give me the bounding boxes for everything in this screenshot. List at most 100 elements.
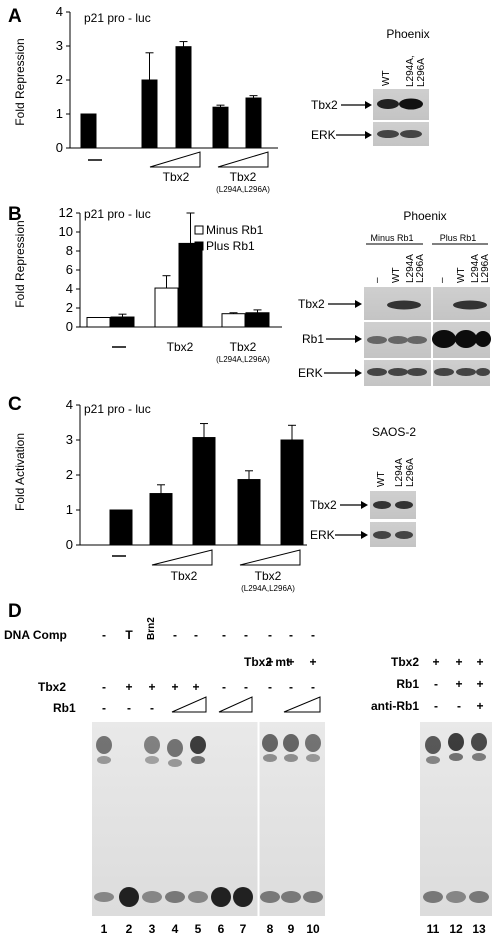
- panel-d-right-anti-lane11: -: [434, 699, 438, 713]
- panel-b-blot-lane: WT: [391, 267, 402, 283]
- gel-band: [449, 753, 463, 761]
- panel-b-blot-band: [367, 336, 387, 344]
- gel-band: [263, 754, 277, 762]
- panel-c-blot-band: [395, 501, 413, 509]
- panel-a-letter: A: [8, 6, 22, 27]
- panel-d-lane-number: 2: [126, 922, 133, 936]
- panel-b-blot-band: [476, 368, 490, 376]
- panel-a-blot-band: [399, 98, 423, 110]
- bar: [175, 46, 192, 149]
- panel-d-lane-number: 9: [288, 922, 295, 936]
- panel-d-row-tbx2mt: Tbx2 mt: [244, 655, 290, 669]
- panel-c-xlabel-mut-sub: (L294A,L296A): [241, 584, 295, 593]
- panel-a-xlabel-mut-sub: (L294A,L296A): [216, 185, 270, 194]
- y-tick-label: 4: [66, 397, 73, 412]
- panel-c-chart-label: p21 pro - luc: [84, 402, 151, 416]
- panel-a-blot-lane-mut: L294A,L296A: [405, 55, 427, 87]
- panel-a-chart-label: p21 pro - luc: [84, 11, 151, 25]
- y-tick-label: 2: [56, 72, 63, 87]
- panel-d-tbx2mt-lane8: +: [266, 655, 273, 669]
- gel-band: [425, 736, 441, 754]
- panel-c-ylabel: Fold Activation: [13, 433, 27, 511]
- panel-d-lane-number: 3: [149, 922, 156, 936]
- panel-a-blot-row-tbx2: Tbx2: [311, 98, 338, 112]
- panel-a-blot-band: [400, 130, 422, 138]
- panel-b-blot-row-rb1: Rb1: [302, 332, 324, 346]
- panel-a-blot-band: [377, 130, 399, 138]
- panel-b-legend-minus: Minus Rb1: [206, 223, 264, 237]
- bar: [212, 106, 229, 149]
- panel-c-blot-title: SAOS-2: [372, 425, 416, 439]
- panel-d-dnacomp-lane2: T: [125, 628, 133, 642]
- panel-b-blot-lane: L294A: [405, 254, 416, 283]
- panel-d-tbx2-lane10: -: [311, 680, 315, 694]
- gel-band: [283, 734, 299, 752]
- panel-c-blot-band: [395, 531, 413, 539]
- bar: [141, 79, 158, 149]
- panel-d-tbx2-lane6: -: [222, 680, 226, 694]
- panel-d-lane-number: 11: [427, 922, 440, 936]
- panel-d-rb1-wedge-2: [218, 696, 253, 713]
- panel-b-blot-band: [475, 331, 491, 347]
- panel-d-row-tbx2: Tbx2: [38, 680, 66, 694]
- panel-d-lane-number: 13: [472, 922, 486, 936]
- panel-b-arrowhead: [355, 335, 362, 343]
- gel-band: [284, 754, 298, 762]
- panel-d-dnacomp-lane3: Brn2: [146, 617, 157, 640]
- panel-c-blot-lane: WT: [376, 471, 387, 487]
- panel-b-blot-band: [407, 368, 427, 376]
- panel-a-blot-lane-wt: WT: [381, 70, 392, 86]
- panel-b-blot-lane: L294A: [470, 254, 481, 283]
- panel-d-lane-number: 10: [306, 922, 320, 936]
- panel-d-right-rb1-lane13: +: [476, 677, 483, 691]
- panel-d-right-anti-lane12: -: [457, 699, 461, 713]
- panel-d-lane-number: 1: [101, 922, 108, 936]
- panel-d-lane-number: 6: [218, 922, 225, 936]
- bar: [280, 439, 304, 546]
- gel-band: [426, 756, 440, 764]
- panel-d-lane-number: 12: [449, 922, 463, 936]
- panel-b-blot-lane: L296A: [480, 254, 491, 283]
- panel-b-legend-plus: Plus Rb1: [206, 239, 255, 253]
- panel-d-dnacomp-lane4: -: [173, 628, 177, 642]
- panel-a-chart: 0 1 2 3 4: [56, 4, 278, 155]
- panel-b-chart-label: p21 pro - luc: [84, 207, 151, 221]
- panel-c-gradient-wedge-2: [239, 549, 301, 566]
- panel-b-arrowhead: [355, 369, 362, 377]
- gel-band: [448, 733, 464, 751]
- gel-band: [97, 756, 111, 764]
- panel-d-lane-number: 5: [195, 922, 202, 936]
- y-tick-label: 4: [56, 4, 63, 19]
- panel-d-lane-number: 7: [240, 922, 247, 936]
- panel-c-blot-band: [373, 531, 391, 539]
- panel-c-xlabel-tbx2-mut: Tbx2: [255, 569, 282, 583]
- gel-band-free-probe: [303, 891, 323, 903]
- panel-d-tbx2-lane1: -: [102, 680, 106, 694]
- panel-b-letter: B: [8, 204, 22, 225]
- panel-c-chart: 0 1 2 3 4: [66, 397, 307, 552]
- panel-b-blot-lane: WT: [456, 267, 467, 283]
- panel-d-right-tbx2-lane12: +: [455, 655, 462, 669]
- panel-b-blot-lane: –: [437, 277, 448, 283]
- panel-b-xlabel-tbx2-mut: Tbx2: [230, 340, 257, 354]
- bar: [245, 97, 262, 149]
- y-tick-label: 12: [59, 205, 73, 220]
- bar-plus: [178, 242, 203, 328]
- panel-b-blot-group-plus: Plus Rb1: [440, 233, 477, 243]
- panel-d-gel-bands: [94, 722, 489, 916]
- bar: [149, 493, 173, 546]
- panel-d-dnacomp-lane8: -: [268, 628, 272, 642]
- panel-d-right-row-anti-rb1: anti-Rb1: [371, 699, 419, 713]
- gel-band-free-probe: [142, 891, 162, 903]
- gel-band-free-probe: [423, 891, 443, 903]
- panel-b-blot-band: [434, 368, 454, 376]
- panel-d-row-rb1: Rb1: [53, 701, 76, 715]
- panel-b-blot-band: [388, 336, 408, 344]
- y-tick-label: 0: [56, 140, 63, 155]
- panel-d-right-row-rb1: Rb1: [396, 677, 419, 691]
- bar-plus: [245, 312, 270, 328]
- panel-c-letter: C: [8, 394, 22, 415]
- panel-b-legend-plus-swatch: [194, 241, 204, 251]
- panel-b-blot-title: Phoenix: [403, 209, 446, 223]
- panel-b-blot-row-tbx2: Tbx2: [298, 297, 325, 311]
